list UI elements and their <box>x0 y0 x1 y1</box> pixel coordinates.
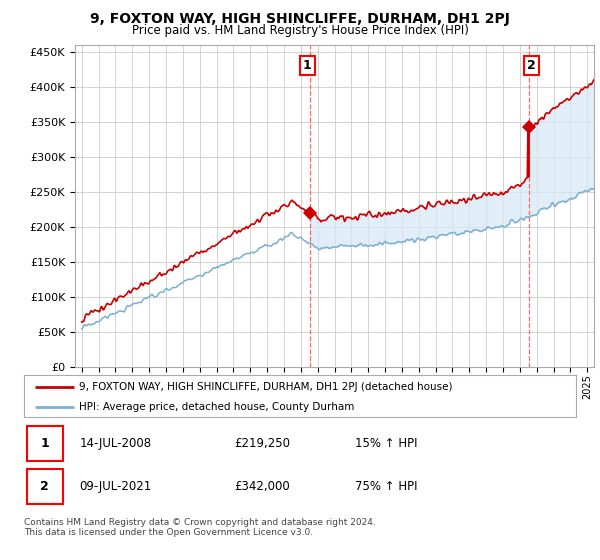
Text: 9, FOXTON WAY, HIGH SHINCLIFFE, DURHAM, DH1 2PJ: 9, FOXTON WAY, HIGH SHINCLIFFE, DURHAM, … <box>90 12 510 26</box>
Text: 14-JUL-2008: 14-JUL-2008 <box>79 437 151 450</box>
Text: 09-JUL-2021: 09-JUL-2021 <box>79 479 151 493</box>
FancyBboxPatch shape <box>27 426 62 460</box>
Text: £342,000: £342,000 <box>234 479 290 493</box>
Text: 75% ↑ HPI: 75% ↑ HPI <box>355 479 418 493</box>
Text: 1: 1 <box>303 59 311 72</box>
Text: 15% ↑ HPI: 15% ↑ HPI <box>355 437 418 450</box>
FancyBboxPatch shape <box>27 469 62 503</box>
Text: Contains HM Land Registry data © Crown copyright and database right 2024.
This d: Contains HM Land Registry data © Crown c… <box>24 518 376 538</box>
Text: £219,250: £219,250 <box>234 437 290 450</box>
Text: HPI: Average price, detached house, County Durham: HPI: Average price, detached house, Coun… <box>79 402 355 412</box>
Text: Price paid vs. HM Land Registry's House Price Index (HPI): Price paid vs. HM Land Registry's House … <box>131 24 469 37</box>
Text: 2: 2 <box>527 59 536 72</box>
Text: 1: 1 <box>40 437 49 450</box>
Text: 2: 2 <box>40 479 49 493</box>
Text: 9, FOXTON WAY, HIGH SHINCLIFFE, DURHAM, DH1 2PJ (detached house): 9, FOXTON WAY, HIGH SHINCLIFFE, DURHAM, … <box>79 382 453 392</box>
